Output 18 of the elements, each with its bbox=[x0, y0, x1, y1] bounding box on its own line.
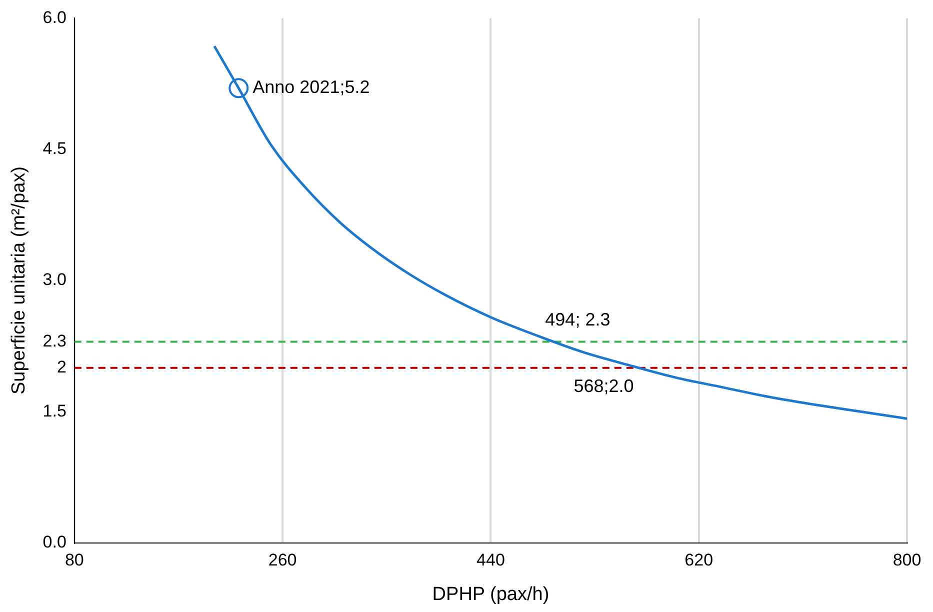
annotation: Anno 2021;5.2 bbox=[252, 77, 370, 98]
x-axis-title: DPHP (pax/h) bbox=[432, 584, 550, 605]
x-tick-label: 260 bbox=[268, 550, 297, 570]
x-tick-label: 620 bbox=[684, 550, 714, 570]
y-tick-label: 4.5 bbox=[42, 139, 66, 158]
y-tick-label: 6.0 bbox=[42, 8, 66, 27]
y-tick-label: 2.3 bbox=[42, 331, 66, 350]
line-series bbox=[213, 44, 907, 420]
y-tick-label: 2 bbox=[56, 358, 66, 377]
y-tick-label: 1.5 bbox=[42, 401, 66, 420]
annotation: 568;2.0 bbox=[574, 376, 634, 396]
y-axis-title: Superficie unitaria (m²/pax) bbox=[8, 166, 30, 395]
y-tick-label: 3.0 bbox=[42, 270, 66, 290]
y-tick-label: 0.0 bbox=[42, 532, 66, 552]
x-tick-label: 440 bbox=[476, 550, 505, 570]
annotation: 494; 2.3 bbox=[545, 310, 610, 330]
x-tick-label: 800 bbox=[892, 550, 922, 570]
x-tick-label: 80 bbox=[64, 550, 84, 570]
